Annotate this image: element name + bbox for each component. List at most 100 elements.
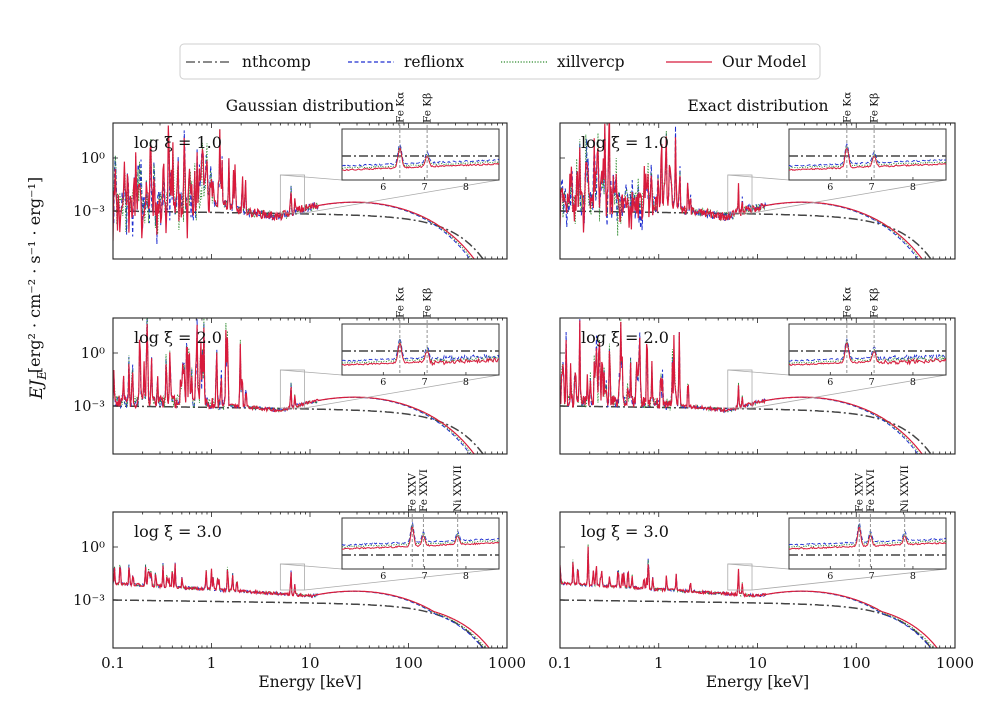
inset: 6 7 8 bbox=[341, 125, 500, 193]
line-label: Fe Kα bbox=[841, 92, 853, 123]
zoom-connector bbox=[304, 179, 500, 214]
zoom-connector bbox=[280, 174, 343, 181]
inset-tick-label: 7 bbox=[422, 377, 428, 388]
inset-frame bbox=[788, 323, 947, 376]
zoom-connector bbox=[727, 369, 790, 376]
panel-label: log ξ = 1.0 bbox=[134, 133, 222, 152]
series-xillvercp bbox=[560, 318, 921, 454]
line-label: Ni XXVII bbox=[452, 465, 464, 512]
inset: 6 7 8 bbox=[788, 125, 947, 193]
series-reflionx bbox=[560, 125, 919, 259]
panel-exact-row-2: 6 7 8 Fe Kα Fe Kβ log ξ = 2.0 bbox=[559, 287, 956, 455]
x-tick-label: 10 bbox=[748, 654, 767, 672]
inset-series-reflionx bbox=[789, 521, 946, 546]
inset-series-our-model bbox=[342, 526, 499, 550]
x-tick-label: 0.1 bbox=[101, 654, 125, 672]
y-tick-label: 10⁰ bbox=[81, 540, 105, 556]
y-axis-label-symbol: EJ bbox=[27, 379, 47, 400]
inset-tick-label: 7 bbox=[422, 571, 428, 582]
zoom-box bbox=[727, 174, 753, 214]
line-label: Ni XXVII bbox=[899, 465, 911, 512]
line-label: Fe Kβ bbox=[422, 288, 434, 318]
x-axis-label: Energy [keV] bbox=[706, 673, 809, 691]
zoom-connector bbox=[280, 563, 343, 570]
y-tick-label: 10⁻³ bbox=[73, 204, 105, 220]
inset-tick-label: 8 bbox=[910, 377, 916, 388]
series-our-model bbox=[560, 320, 923, 454]
series-our-model bbox=[113, 324, 475, 454]
x-tick-label: 1 bbox=[207, 654, 217, 672]
plot-area bbox=[113, 125, 484, 259]
inset-tick-label: 6 bbox=[380, 571, 386, 582]
zoom-connector bbox=[304, 568, 500, 591]
x-tick-label: 1000 bbox=[936, 654, 974, 672]
inset-tick-label: 7 bbox=[422, 182, 428, 193]
inset-tick-label: 6 bbox=[827, 377, 833, 388]
line-label: Fe Kβ bbox=[422, 93, 434, 123]
line-label: Fe Kβ bbox=[869, 288, 881, 318]
panel-gaussian-row-3: 6 7 8 Fe XXV Fe XXVI Ni XXVII log ξ = 3.0 0.1 1 1… bbox=[73, 465, 526, 691]
x-tick-label: 100 bbox=[394, 654, 423, 672]
series-reflionx bbox=[560, 547, 932, 648]
x-tick-label: 1 bbox=[654, 654, 664, 672]
inset-tick-label: 6 bbox=[827, 571, 833, 582]
inset-tick-label: 8 bbox=[910, 571, 916, 582]
zoom-connector bbox=[280, 369, 343, 376]
inset-series-our-model bbox=[342, 145, 499, 172]
line-label: Fe XXVI bbox=[418, 469, 430, 512]
zoom-connector bbox=[727, 563, 790, 570]
svg-text:EJE: EJE bbox=[27, 371, 49, 400]
line-label: Fe Kα bbox=[394, 92, 406, 123]
x-axis-label: Energy [keV] bbox=[258, 673, 361, 691]
series-our-model bbox=[113, 563, 490, 648]
inset-plot bbox=[789, 142, 946, 172]
inset-tick-label: 8 bbox=[910, 182, 916, 193]
zoom-box bbox=[279, 563, 305, 591]
inset-series-reflionx bbox=[789, 337, 946, 363]
right-column-title: Exact distribution bbox=[688, 97, 829, 115]
panel-gaussian-row-2: 6 7 8 Fe Kα Fe Kβ log ξ = 2.0 10⁰ 10⁻³ bbox=[73, 287, 508, 455]
series-our-model bbox=[560, 123, 923, 259]
panel-exact-row-1: 6 7 8 Fe Kα Fe Kβ log ξ = 1.0 bbox=[559, 92, 956, 260]
inset-series-reflionx bbox=[342, 143, 499, 168]
plot-area bbox=[560, 544, 938, 648]
inset-series-reflionx bbox=[789, 142, 946, 168]
inset-tick-label: 7 bbox=[869, 377, 875, 388]
zoom-box bbox=[279, 174, 305, 214]
inset-tick-label: 8 bbox=[463, 377, 469, 388]
zoom-connector bbox=[751, 568, 947, 591]
series-our-model bbox=[113, 125, 475, 259]
legend: nthcomp reflionx xillvercp Our Model bbox=[179, 43, 821, 80]
zoom-box bbox=[279, 369, 305, 409]
line-label: Fe Kα bbox=[841, 287, 853, 318]
inset: 6 7 8 bbox=[788, 320, 947, 388]
inset-series-xillvercp bbox=[342, 145, 499, 169]
y-axis-label: EJE [erg² · cm⁻² · s⁻¹ · erg⁻¹] bbox=[25, 177, 49, 400]
line-label: Fe Kα bbox=[394, 287, 406, 318]
plot-area bbox=[113, 562, 490, 648]
zoom-connector bbox=[751, 374, 947, 409]
x-tick-label: 100 bbox=[842, 654, 871, 672]
inset: 6 7 8 bbox=[341, 320, 500, 388]
line-label: Fe XXVI bbox=[865, 469, 877, 512]
legend-label-nthcomp: nthcomp bbox=[242, 53, 311, 71]
panel-label: log ξ = 3.0 bbox=[134, 522, 222, 541]
inset-series-xillvercp bbox=[789, 145, 946, 169]
inset: 6 7 8 bbox=[341, 514, 500, 582]
inset-plot bbox=[789, 337, 946, 367]
series-our-model bbox=[560, 546, 938, 648]
inset-plot bbox=[789, 521, 946, 556]
inset-tick-label: 8 bbox=[463, 182, 469, 193]
series-reflionx bbox=[113, 318, 471, 454]
zoom-connector bbox=[751, 179, 947, 214]
inset-tick-label: 6 bbox=[827, 182, 833, 193]
inset-tick-label: 7 bbox=[869, 182, 875, 193]
y-axis-label-units: [erg² · cm⁻² · s⁻¹ · erg⁻¹] bbox=[25, 177, 44, 373]
inset-frame bbox=[341, 323, 500, 376]
inset-series-xillvercp bbox=[342, 523, 499, 549]
legend-label-xillvercp: xillvercp bbox=[557, 53, 625, 71]
zoom-box bbox=[727, 563, 753, 591]
y-tick-label: 10⁻³ bbox=[73, 399, 105, 415]
inset-series-our-model bbox=[789, 526, 946, 550]
